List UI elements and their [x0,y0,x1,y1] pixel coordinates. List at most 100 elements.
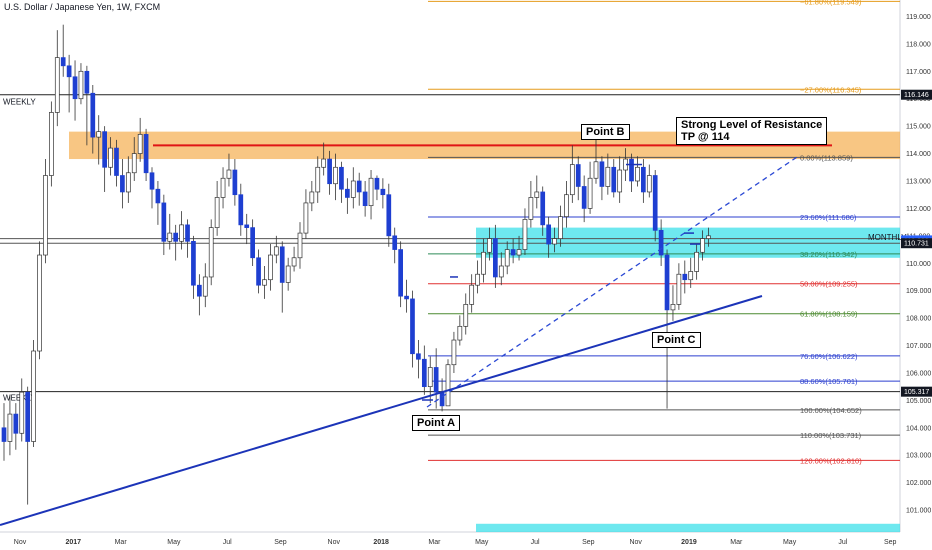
candle-body [131,153,137,174]
candle [469,274,475,313]
candle [558,205,563,247]
candle-body [208,227,214,278]
candle-body [421,358,427,388]
candle [25,386,31,505]
candle [421,345,427,395]
candle [362,180,368,217]
candle-body [439,391,445,407]
candle-body [137,134,143,154]
candle [457,315,463,346]
candle [587,161,593,214]
candle-body [238,194,244,226]
candle [256,249,261,294]
candle-body [345,188,350,198]
x-tick-label: Sep [884,539,897,546]
candle-body [380,188,386,196]
candle-body [297,232,303,259]
fib-level-label: 120.00%(102.810) [800,456,862,465]
candle-body [273,246,279,256]
candle [185,219,190,258]
candle [285,257,291,291]
candle-body [398,249,403,297]
candle-body [652,175,658,231]
candle [356,172,362,206]
candle-body [149,172,155,190]
x-tick-label: 2018 [373,539,389,546]
candle-body [451,339,457,366]
candle-body [309,191,315,204]
candle-body [350,180,356,198]
y-tick-label: 114.000 [906,151,931,158]
price-tag-label: 105.317 [904,389,929,396]
candle [451,331,457,373]
candle-body [676,273,682,305]
candle-body [66,65,72,78]
candle [605,153,611,195]
candle-body [404,295,409,300]
candle-body [143,134,149,174]
candle [516,235,522,261]
chart-title: U.S. Dollar / Japanese Yen, 1W, FXCM [4,2,161,12]
x-tick-label: Jul [531,539,540,546]
x-tick-label: May [167,539,181,546]
candle-body [303,202,309,234]
candle [279,241,285,313]
candle [120,159,125,209]
candle-body [664,254,670,311]
resistance-note-line-1: Strong Level of Resistance [681,119,823,131]
candle [1,403,7,461]
candle-body [291,257,297,267]
candle [670,285,676,321]
candle [629,153,634,192]
candle [682,260,688,294]
candle-body [641,166,646,193]
resistance-note-callout: Strong Level of Resistance TP @ 114 [676,117,828,145]
candle [593,139,599,184]
candle-body [469,284,475,305]
candle [652,170,658,242]
candle [197,274,202,316]
y-tick-label: 109.000 [906,288,931,295]
candle [546,216,551,258]
candle-body [13,413,19,434]
candle [688,257,694,288]
candle [137,117,143,162]
fib-level-label: 38.20%(110.342) [800,250,857,259]
price-tag [901,386,932,397]
candle-body [564,194,569,217]
candle-body [179,224,184,242]
candle-body [102,131,107,168]
candle [309,180,315,212]
fib-level-label: 76.60%(106.622) [800,352,858,361]
candle-body [43,175,48,256]
candle-body [1,427,7,442]
y-tick-label: 106.000 [906,370,931,377]
candle-body [84,70,90,94]
candle [398,241,403,308]
candle [540,186,546,236]
candle [700,230,705,261]
candle-body [197,284,202,297]
candle-body [546,224,551,245]
candle [13,403,19,450]
candle-body [339,166,344,190]
candle [220,167,226,209]
candle-body [581,186,587,209]
candle [416,340,421,379]
candle [522,208,528,256]
candle [475,260,480,294]
candle [575,156,581,201]
candle-body [427,367,433,388]
y-tick-label: 105.000 [906,398,931,405]
candle-body [463,304,469,327]
candle [599,156,605,201]
candle [641,159,646,203]
candle-body [114,147,119,176]
candle [303,189,309,239]
candle-body [232,169,238,196]
candle-body [688,271,694,281]
y-tick-label: 110.000 [906,261,931,268]
candle-body [191,240,196,286]
candle [90,85,96,154]
